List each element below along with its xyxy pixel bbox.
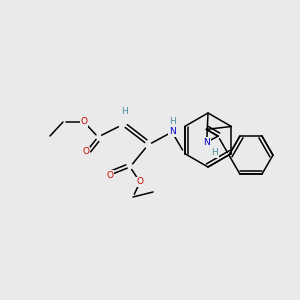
Text: H: H (121, 107, 128, 116)
Text: O: O (80, 118, 88, 127)
Text: O: O (106, 170, 113, 179)
Text: O: O (82, 148, 89, 157)
Text: H: H (169, 118, 176, 127)
Text: O: O (136, 178, 143, 187)
Text: N: N (169, 128, 176, 136)
Text: H: H (211, 148, 218, 157)
Text: N: N (203, 138, 210, 147)
